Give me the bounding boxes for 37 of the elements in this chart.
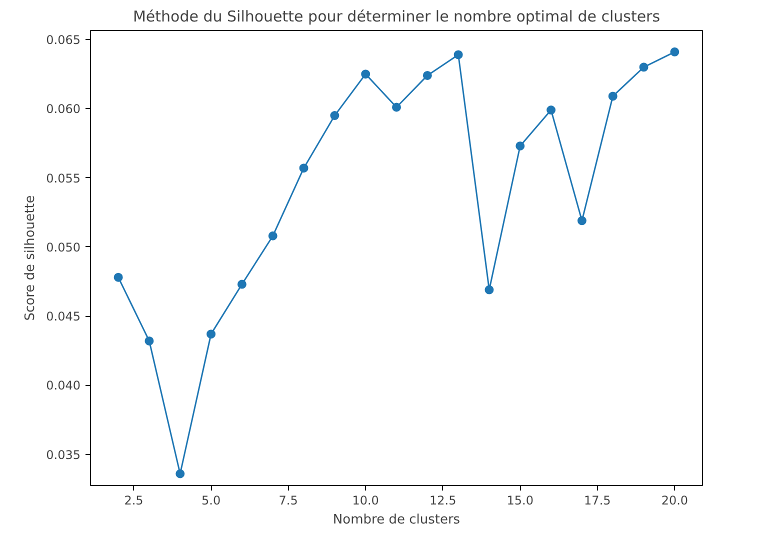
y-tick-label: 0.045	[46, 310, 81, 324]
x-tick-label: 12.5	[430, 494, 456, 508]
point	[484, 285, 494, 294]
y-tick-label: 0.040	[46, 378, 81, 393]
point	[330, 111, 340, 120]
y-tick-label: 0.035	[46, 448, 81, 462]
point	[670, 47, 680, 56]
point	[546, 106, 556, 115]
y-axis-title: Score de silhouette	[23, 195, 38, 321]
x-tick-label: 2.5	[124, 494, 144, 508]
point	[114, 272, 123, 282]
point	[639, 62, 648, 72]
point	[516, 141, 525, 150]
point	[422, 70, 432, 80]
y-tick-label: 0.065	[46, 32, 81, 47]
x-tick-label: 10.0	[352, 494, 379, 508]
point	[237, 280, 246, 289]
point	[299, 164, 308, 173]
point	[176, 469, 185, 478]
x-tick-label: 15.0	[506, 494, 534, 508]
point	[577, 216, 586, 226]
y-tick-label: 0.060	[46, 102, 81, 116]
point	[206, 330, 216, 339]
y-tick-label: 0.050	[46, 240, 81, 254]
x-axis-title: Nombre de clusters	[332, 512, 460, 528]
point	[144, 336, 154, 346]
point	[361, 70, 370, 79]
point	[392, 102, 401, 112]
point	[608, 92, 618, 101]
chart-title: Méthode du Silhouette pour déterminer le nombre optimal de clusters	[132, 8, 660, 26]
point	[268, 231, 278, 240]
y-tick-label: 0.055	[46, 171, 81, 186]
x-tick-label: 5.0	[202, 494, 221, 508]
x-tick-label: 17.5	[584, 494, 611, 508]
x-tick-label: 20.0	[661, 494, 688, 508]
point	[454, 50, 463, 60]
x-tick-label: 7.5	[278, 494, 298, 508]
